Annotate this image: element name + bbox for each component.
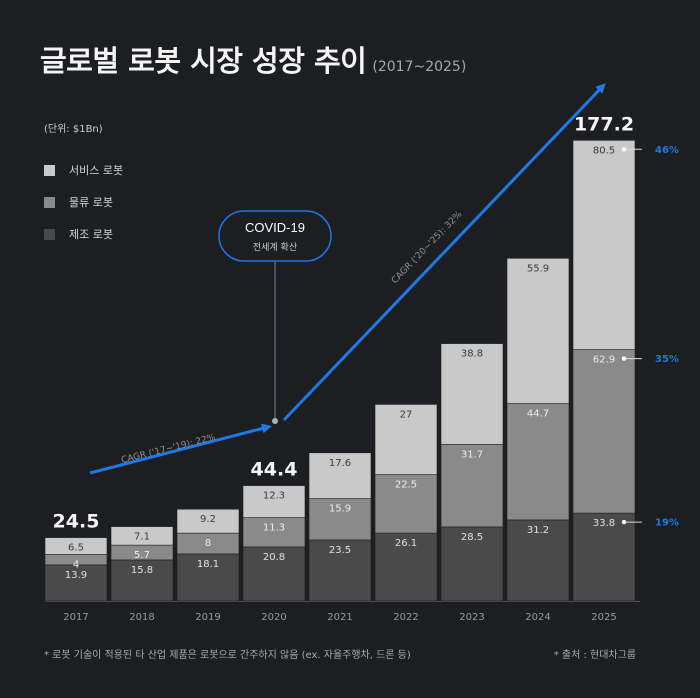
- bar-manufacturing-2023: [440, 526, 504, 602]
- footnote: * 로봇 기술이 적용된 타 산업 제품은 로봇으로 간주하지 않음 (ex. …: [44, 650, 411, 661]
- x-tick-label-2022: 2022: [393, 612, 418, 623]
- bars-group: 13.94 6.5 2017 15.8 5.7 7.1 2018 18.1 8 9.2 2019 20…: [44, 113, 679, 623]
- unit-label: (단위: $1Bn): [44, 124, 103, 135]
- value-label-manufacturing-2024: 31.2: [527, 525, 549, 536]
- value-label-service-2019: 9.2: [200, 514, 216, 525]
- cagr-arrow-2: [282, 83, 606, 422]
- bar-service-2022: [374, 404, 438, 475]
- x-tick-label-2024: 2024: [525, 612, 550, 623]
- value-label-manufacturing-2021: 23.5: [329, 545, 351, 556]
- share-label-1: 35%: [655, 354, 679, 365]
- bar-logistics-2024: [506, 403, 570, 521]
- legend-label-manufacturing: 제조 로봇: [69, 228, 113, 241]
- covid-pointer-dot: [272, 418, 278, 424]
- value-label-manufacturing-2023: 28.5: [461, 532, 483, 543]
- covid-callout-box: [218, 210, 332, 262]
- bar-logistics-2025: [572, 349, 636, 514]
- total-label-2025: 177.2: [574, 113, 634, 135]
- value-label-logistics-2017: 4: [73, 560, 79, 571]
- bar-logistics-2022: [374, 474, 438, 534]
- legend-label-service: 서비스 로봇: [69, 164, 124, 177]
- x-tick-label-2021: 2021: [327, 612, 352, 623]
- value-label-service-2018: 7.1: [134, 532, 150, 543]
- bar-service-2020: [242, 485, 306, 518]
- bar-service-2023: [440, 343, 504, 445]
- total-label-2017: 24.5: [53, 511, 100, 533]
- legend-item-logistics: 물류 로봇: [44, 194, 123, 210]
- x-tick-label-2018: 2018: [129, 612, 154, 623]
- share-label-0: 46%: [655, 145, 679, 156]
- cagr-label-1: CAGR ('17~'19): 22%: [120, 433, 217, 466]
- bar-logistics-2023: [440, 444, 504, 528]
- bar-manufacturing-2022: [374, 532, 438, 602]
- covid-callout-line2: 전세계 확산: [253, 241, 297, 253]
- chart-title: 글로벌 로봇 시장 성장 추이 (2017~2025): [40, 38, 466, 80]
- value-label-manufacturing-2018: 15.8: [131, 565, 153, 576]
- legend-item-manufacturing: 제조 로봇: [44, 226, 123, 242]
- bar-service-2021: [308, 452, 372, 499]
- bar-manufacturing-2018: [110, 559, 174, 602]
- value-label-manufacturing-2020: 20.8: [263, 552, 285, 563]
- value-label-service-2017: 6.5: [68, 543, 84, 554]
- bar-manufacturing-2019: [176, 553, 240, 602]
- bar-service-2024: [506, 257, 570, 404]
- x-tick-label-2020: 2020: [261, 612, 286, 623]
- legend-label-logistics: 물류 로봇: [69, 196, 113, 209]
- value-label-service-2024: 55.9: [527, 263, 549, 274]
- value-label-service-2025: 80.5: [593, 145, 615, 156]
- bar-service-2019: [176, 508, 240, 534]
- bar-logistics-2021: [308, 498, 372, 541]
- total-label-2020: 44.4: [251, 459, 298, 481]
- share-dot-2: [621, 519, 627, 525]
- value-label-logistics-2021: 15.9: [329, 504, 351, 515]
- share-dot-0: [621, 147, 627, 152]
- bar-manufacturing-2017: [44, 564, 108, 602]
- x-tick-label-2017: 2017: [63, 612, 88, 623]
- value-label-service-2021: 17.6: [329, 458, 351, 469]
- value-label-logistics-2025: 62.9: [593, 355, 615, 366]
- bar-logistics-2020: [242, 517, 306, 548]
- value-label-logistics-2019: 8: [205, 538, 211, 549]
- legend-swatch-manufacturing: [44, 228, 55, 240]
- value-label-logistics-2022: 22.5: [395, 480, 417, 491]
- value-label-manufacturing-2025: 33.8: [593, 518, 615, 529]
- value-label-manufacturing-2017: 13.9: [65, 570, 87, 581]
- bar-manufacturing-2021: [308, 539, 372, 602]
- value-label-service-2023: 38.8: [461, 349, 483, 360]
- x-tick-label-2019: 2019: [195, 612, 220, 623]
- source-note: * 출처 : 현대차그룹: [553, 650, 636, 661]
- cagr-arrow-1: [89, 423, 272, 475]
- value-label-service-2022: 27: [400, 409, 413, 420]
- legend: 서비스 로봇 물류 로봇 제조 로봇: [44, 162, 123, 258]
- value-label-logistics-2023: 31.7: [461, 450, 483, 461]
- legend-swatch-service: [44, 164, 55, 176]
- value-label-logistics-2024: 44.7: [527, 409, 549, 420]
- value-label-logistics-2018: 5.7: [134, 550, 150, 561]
- bar-manufacturing-2025: [572, 512, 636, 602]
- chart-title-years: (2017~2025): [372, 59, 467, 75]
- covid-callout-line1: COVID-19: [245, 220, 305, 235]
- legend-item-service: 서비스 로봇: [44, 162, 123, 178]
- bar-manufacturing-2020: [242, 546, 306, 602]
- value-label-service-2020: 12.3: [263, 491, 285, 502]
- x-tick-label-2025: 2025: [591, 612, 616, 623]
- share-dot-1: [621, 356, 627, 361]
- bar-service-2018: [110, 526, 174, 546]
- cagr-label-2: CAGR ('20~'25): 32%: [390, 209, 465, 286]
- value-label-manufacturing-2022: 26.1: [395, 538, 417, 549]
- bar-manufacturing-2024: [506, 519, 570, 602]
- bar-service-2025: [572, 140, 636, 350]
- value-label-manufacturing-2019: 18.1: [197, 559, 219, 570]
- x-tick-label-2023: 2023: [459, 612, 484, 623]
- legend-swatch-logistics: [44, 196, 55, 208]
- value-label-logistics-2020: 11.3: [263, 523, 285, 534]
- bar-service-2017: [44, 537, 108, 555]
- share-label-2: 19%: [655, 518, 679, 529]
- chart-title-text: 글로벌 로봇 시장 성장 추이: [40, 44, 367, 78]
